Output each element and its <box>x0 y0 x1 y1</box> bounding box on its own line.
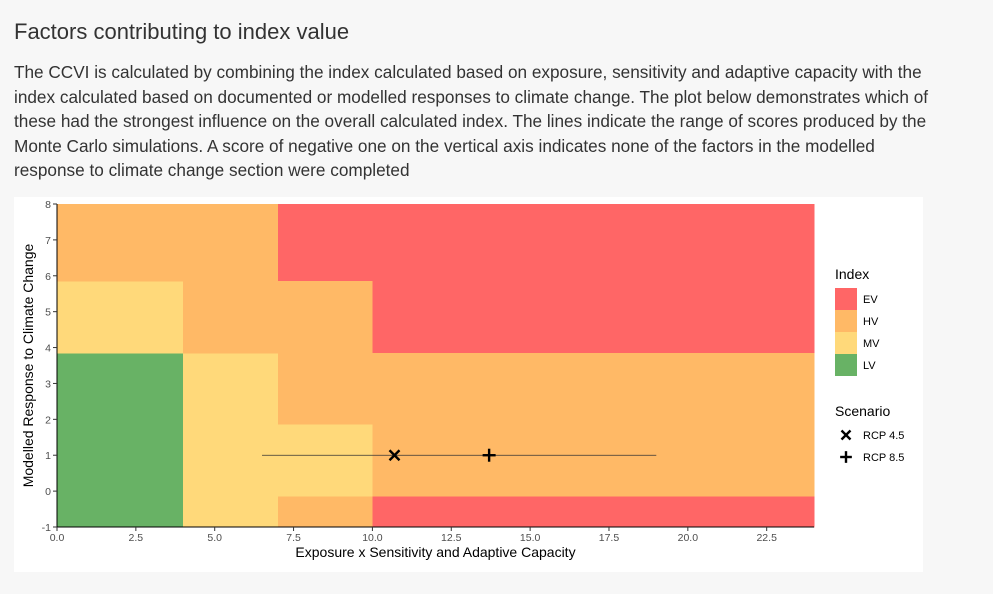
point-rcp-4-5 <box>388 449 401 462</box>
scenario-legend-label: RCP 4.5 <box>863 430 904 442</box>
index-legend-label-lv: LV <box>863 360 876 372</box>
legend: Index EV HV MV LV Scenario RCP 4.5 RCP 8.5 <box>835 266 904 464</box>
index-legend-label-ev: EV <box>863 294 878 306</box>
index-legend-swatch-mv <box>835 332 857 354</box>
region-mv <box>277 424 373 497</box>
region-hv <box>57 204 279 282</box>
index-legend-title: Index <box>835 266 869 282</box>
scenario-legend-key-rcp-4-5-stroke-b <box>840 429 852 441</box>
plot-panel: 0.0 2.5 5.0 7.5 10.0 12.5 15.0 17.5 20.0 22.5 -1 0 1… <box>14 197 923 572</box>
point-rcp-8-5 <box>482 448 496 462</box>
index-legend-swatch-lv <box>835 354 857 376</box>
scenario-legend-key-rcp-8-5 <box>840 451 852 463</box>
x-tick-label: 5.0 <box>207 532 222 544</box>
index-legend-label-hv: HV <box>863 316 879 328</box>
y-tick-label: 6 <box>45 271 51 283</box>
scenario-legend-key-rcp-4-5 <box>840 429 852 441</box>
section-description: The CCVI is calculated by combining the … <box>14 62 929 181</box>
x-tick-label: 12.5 <box>441 532 462 544</box>
y-tick-label: 0 <box>45 486 51 498</box>
x-tick-label: 7.5 <box>286 532 301 544</box>
region-hv <box>183 281 279 354</box>
y-tick-label: 4 <box>45 343 51 355</box>
region-hv <box>277 496 373 528</box>
x-tick-label: 10.0 <box>362 532 383 544</box>
region-mv <box>57 281 184 354</box>
y-tick-label: 1 <box>45 450 51 462</box>
region-ev <box>277 204 815 282</box>
x-tick-label: 15.0 <box>520 532 541 544</box>
section-heading: Factors contributing to index value <box>14 19 350 44</box>
index-legend-label-mv: MV <box>863 338 880 350</box>
scenario-points <box>388 448 496 462</box>
region-hv <box>372 424 815 497</box>
x-tick-label: 17.5 <box>599 532 620 544</box>
x-tick-label: 0.0 <box>50 532 65 544</box>
index-regions <box>57 204 815 528</box>
axes: 0.0 2.5 5.0 7.5 10.0 12.5 15.0 17.5 20.0 22.5 -1 0 1… <box>20 199 814 560</box>
index-factor-chart: 0.0 2.5 5.0 7.5 10.0 12.5 15.0 17.5 20.0 22.5 -1 0 1… <box>20 199 904 560</box>
region-ev <box>372 496 815 528</box>
index-legend-swatch-hv <box>835 310 857 332</box>
point-rcp-4-5-stroke-b <box>388 449 401 462</box>
y-tick-label: -1 <box>42 522 51 534</box>
x-tick-label: 2.5 <box>129 532 144 544</box>
y-tick-label: 8 <box>45 199 51 211</box>
y-tick-label: 3 <box>45 378 51 390</box>
x-tick-label: 20.0 <box>678 532 699 544</box>
scenario-legend-title: Scenario <box>835 403 890 419</box>
region-mv <box>183 352 279 528</box>
x-tick-label: 22.5 <box>756 532 777 544</box>
y-axis-title: Modelled Response to Climate Change <box>20 243 36 487</box>
y-tick-label: 2 <box>45 414 51 426</box>
region-lv <box>57 352 184 528</box>
index-legend-swatch-ev <box>835 288 857 310</box>
region-hv <box>277 352 815 426</box>
y-tick-label: 7 <box>45 235 51 247</box>
y-tick-label: 5 <box>45 307 51 319</box>
scenario-legend-label: RCP 8.5 <box>863 452 904 464</box>
x-axis-title: Exposure x Sensitivity and Adaptive Capa… <box>295 544 575 560</box>
region-hv <box>277 281 373 354</box>
region-ev <box>372 281 815 354</box>
